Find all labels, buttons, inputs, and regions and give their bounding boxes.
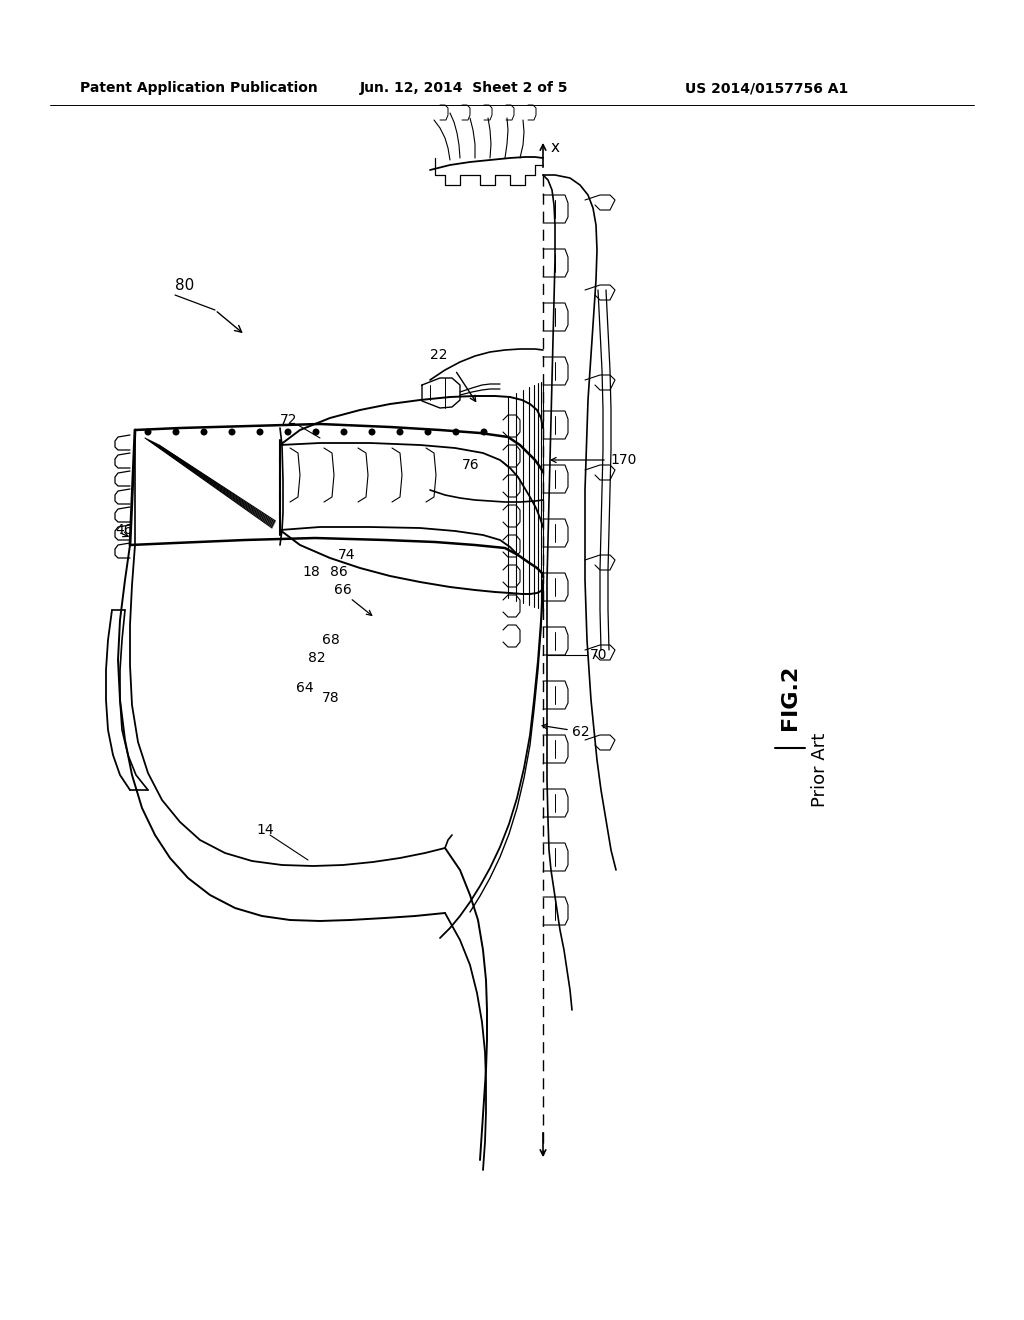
Circle shape (172, 429, 179, 436)
Circle shape (228, 429, 236, 436)
Circle shape (453, 429, 460, 436)
Text: 66: 66 (334, 583, 352, 597)
Circle shape (285, 429, 292, 436)
Circle shape (480, 429, 487, 436)
Text: 46: 46 (115, 523, 133, 537)
Circle shape (341, 429, 347, 436)
Text: 64: 64 (296, 681, 313, 696)
Text: 72: 72 (280, 413, 298, 426)
Circle shape (396, 429, 403, 436)
Text: 18: 18 (302, 565, 319, 579)
Circle shape (144, 429, 152, 436)
Text: 70: 70 (590, 648, 607, 663)
Text: FIG.2: FIG.2 (780, 665, 800, 730)
Text: 22: 22 (430, 348, 447, 362)
Circle shape (369, 429, 376, 436)
Text: x: x (551, 140, 560, 156)
Text: 82: 82 (308, 651, 326, 665)
Circle shape (201, 429, 208, 436)
Text: US 2014/0157756 A1: US 2014/0157756 A1 (685, 81, 848, 95)
Text: 14: 14 (256, 822, 273, 837)
Text: 74: 74 (338, 548, 355, 562)
Text: Prior Art: Prior Art (811, 733, 829, 807)
Circle shape (312, 429, 319, 436)
Text: 76: 76 (462, 458, 479, 473)
Text: Jun. 12, 2014  Sheet 2 of 5: Jun. 12, 2014 Sheet 2 of 5 (360, 81, 568, 95)
Circle shape (256, 429, 263, 436)
Text: 80: 80 (175, 277, 195, 293)
Text: Patent Application Publication: Patent Application Publication (80, 81, 317, 95)
Text: 68: 68 (322, 634, 340, 647)
Text: 62: 62 (572, 725, 590, 739)
Text: 86: 86 (330, 565, 348, 579)
Circle shape (425, 429, 431, 436)
Text: 78: 78 (322, 690, 340, 705)
Text: 170: 170 (610, 453, 636, 467)
